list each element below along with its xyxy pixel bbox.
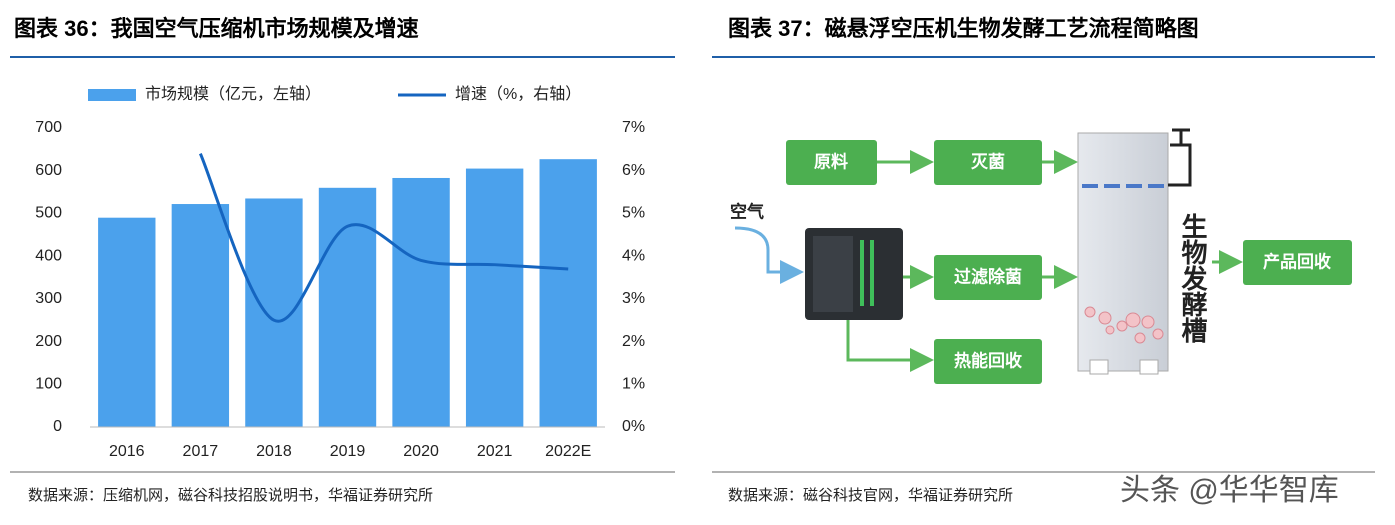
y2-tick-label: 5%	[622, 205, 645, 222]
bar	[392, 177, 450, 427]
node: 热能回收	[934, 339, 1042, 384]
bar	[318, 187, 377, 427]
bar	[171, 204, 230, 427]
y-tick-label: 200	[35, 333, 62, 350]
node-label: 过滤除菌	[954, 266, 1022, 286]
x-tick-label: 2017	[183, 443, 219, 460]
legend-label: 增速（%，右轴）	[455, 85, 581, 103]
node-label: 灭菌	[970, 152, 1005, 171]
y-tick-label: 600	[35, 162, 62, 179]
panel-title: 图表 36：我国空气压缩机市场规模及增速	[14, 16, 419, 41]
y2-tick-label: 3%	[622, 290, 645, 307]
x-tick-label: 2020	[403, 443, 439, 460]
bubbles	[1084, 306, 1164, 344]
y-tick-label: 100	[35, 376, 62, 393]
node-label: 热能回收	[954, 350, 1022, 370]
y-tick-label: 500	[35, 205, 62, 222]
y-tick-label: 700	[35, 119, 62, 136]
x-tick-label: 2022E	[545, 443, 591, 460]
x-tick-label: 2019	[330, 443, 366, 460]
node: 过滤除菌	[934, 255, 1042, 300]
panel-title: 图表 37：磁悬浮空压机生物发酵工艺流程简略图	[728, 16, 1199, 41]
y2-tick-label: 7%	[622, 119, 645, 136]
x-tick-label: 2021	[477, 443, 513, 460]
air-label: 空气	[730, 201, 764, 221]
legend-swatch	[88, 89, 136, 101]
x-tick-label: 2018	[256, 443, 292, 460]
compressor-stripe	[870, 240, 874, 306]
y2-tick-label: 6%	[622, 162, 645, 179]
y-tick-label: 300	[35, 290, 62, 307]
compressor-panel	[813, 236, 853, 312]
y2-tick-label: 1%	[622, 376, 645, 393]
tank-label: 生物发酵槽	[1178, 213, 1208, 343]
y2-tick-label: 2%	[622, 333, 645, 350]
tank-pipe	[1168, 128, 1192, 187]
node: 灭菌	[934, 140, 1042, 185]
bar	[98, 217, 156, 427]
y2-tick-label: 4%	[622, 247, 645, 264]
node-label: 产品回收	[1263, 251, 1331, 271]
x-tick-label: 2016	[109, 443, 145, 460]
source: 数据来源：磁谷科技官网，华福证券研究所	[728, 487, 1013, 504]
node-label: 原料	[814, 151, 848, 171]
y2-tick-label: 0%	[622, 418, 645, 435]
source: 数据来源：压缩机网，磁谷科技招股说明书，华福证券研究所	[28, 487, 433, 504]
arrow	[846, 320, 934, 372]
bar	[245, 198, 303, 427]
watermark: 头条 @华华智库	[1120, 474, 1339, 507]
compressor-stripe	[860, 240, 864, 306]
node: 原料	[786, 140, 877, 185]
legend-label: 市场规模（亿元，左轴）	[145, 85, 321, 103]
tank-leg	[1139, 359, 1159, 375]
line	[198, 153, 569, 323]
diagram: 空气 原料 灭菌 过滤除菌 热能回收 产品回收 生物发酵槽	[730, 128, 1352, 384]
chart: 0 100 200 300 400 500 600 700 0% 1% 2% 3% 4% 5% 6% 7% 20…	[35, 85, 645, 460]
node: 产品回收	[1243, 240, 1352, 285]
tank-leg	[1089, 359, 1109, 375]
y-tick-label: 400	[35, 247, 62, 264]
arrow	[734, 226, 804, 284]
y-tick-label: 0	[53, 418, 62, 435]
bar	[465, 168, 524, 428]
bar	[539, 159, 597, 427]
